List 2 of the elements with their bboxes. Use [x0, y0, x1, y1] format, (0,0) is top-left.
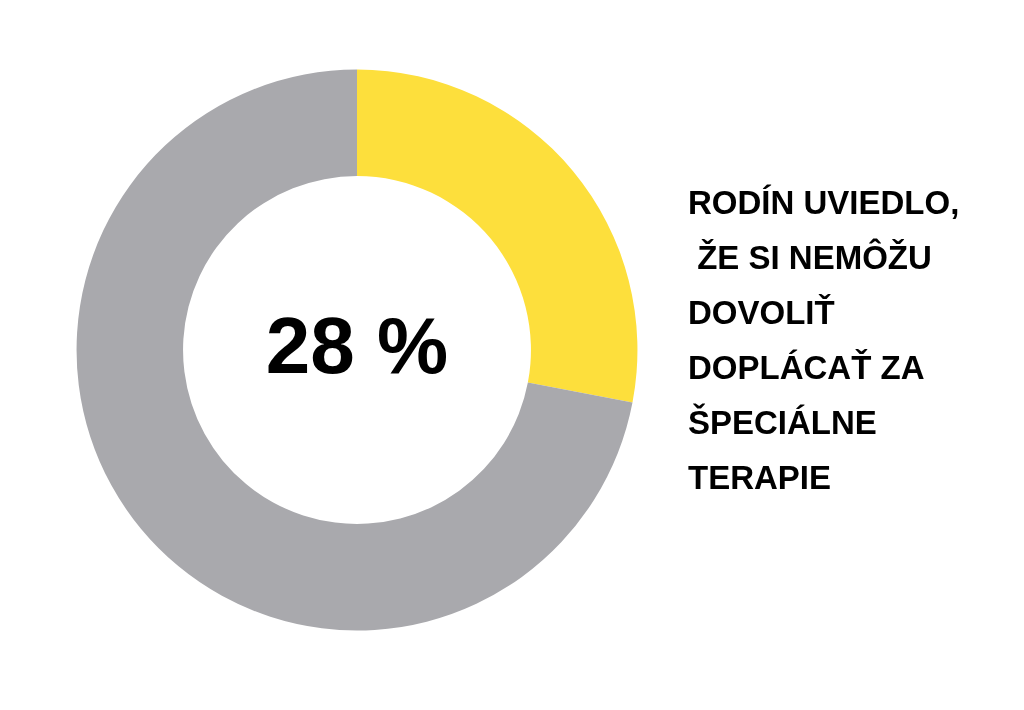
text: 28 %: [265, 300, 449, 390]
text: RODÍN UVIEDLO, ŽE SI NEMÔŽU DOVOLIŤ DOPLÁCAŤ ZA ŠPECIÁLNE TERAPIE: [688, 184, 960, 496]
